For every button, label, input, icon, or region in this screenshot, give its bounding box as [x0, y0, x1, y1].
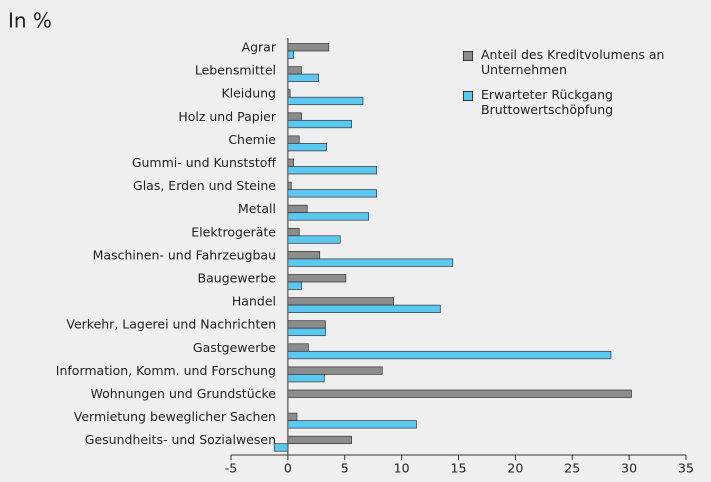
- x-tick-label: 35: [678, 461, 694, 476]
- bar: [287, 435, 352, 445]
- bar: [287, 204, 308, 214]
- bar: [287, 297, 395, 306]
- bar: [287, 227, 300, 237]
- x-tick-label: 0: [284, 461, 292, 476]
- legend-swatch: [463, 51, 473, 61]
- bar: [287, 320, 326, 329]
- bar: [287, 366, 383, 375]
- y-tick-label: Metall: [238, 201, 276, 216]
- y-tick-label: Wohnungen und Grundstücke: [90, 386, 276, 401]
- y-tick-label: Holz und Papier: [178, 109, 277, 124]
- legend-label: Erwarteter Rückgang Bruttowertschöpfung: [481, 87, 614, 117]
- bar: [287, 389, 632, 398]
- y-tick-label: Handel: [232, 294, 276, 309]
- bar: [287, 119, 352, 129]
- x-tick-label: 30: [621, 461, 637, 476]
- bar: [287, 235, 341, 244]
- x-tick-label: 10: [394, 461, 410, 476]
- y-tick-label: Gesundheits- und Sozialwesen: [85, 432, 276, 447]
- bar: [287, 212, 369, 221]
- x-tick-label: 25: [564, 461, 580, 476]
- bar: [287, 158, 294, 167]
- y-tick-label: Maschinen- und Fahrzeugbau: [93, 247, 276, 262]
- bar: [287, 96, 364, 106]
- bar: [273, 443, 289, 452]
- bar: [287, 258, 454, 267]
- bar: [287, 350, 612, 360]
- y-tick-label: Gastgewerbe: [193, 340, 276, 355]
- y-tick-label: Verkehr, Lagerei und Nachrichten: [66, 317, 276, 332]
- bar: [287, 66, 302, 75]
- bar: [287, 50, 294, 59]
- bar: [287, 166, 377, 175]
- y-tick-label: Gummi- und Kunststoff: [132, 155, 277, 170]
- bar: [287, 112, 302, 121]
- bar: [287, 374, 325, 383]
- bar: [287, 412, 298, 421]
- bar: [287, 304, 441, 313]
- bar: [287, 420, 417, 429]
- bar: [287, 189, 377, 198]
- bar: [287, 281, 302, 290]
- y-tick-label: Baugewerbe: [198, 271, 277, 286]
- bar: [287, 181, 292, 190]
- bar: [287, 135, 300, 144]
- y-tick-label: Lebensmittel: [195, 63, 276, 78]
- x-tick-label: 20: [507, 461, 523, 476]
- y-tick-label: Information, Komm. und Forschung: [56, 363, 276, 378]
- bar: [287, 143, 327, 152]
- bar: [287, 43, 330, 52]
- x-tick-label: 5: [341, 461, 349, 476]
- x-tick-label: 15: [451, 461, 467, 476]
- y-tick-label: Kleidung: [221, 86, 276, 101]
- bar: [287, 89, 291, 98]
- bar: [287, 327, 326, 337]
- y-tick-label: Agrar: [242, 40, 277, 55]
- x-tick-label: -5: [225, 461, 237, 476]
- y-tick-label: Elektrogeräte: [191, 224, 276, 239]
- legend-swatch: [463, 91, 473, 101]
- y-tick-label: Vermietung beweglicher Sachen: [74, 409, 276, 424]
- y-tick-label: Chemie: [228, 132, 276, 147]
- bar: [287, 251, 321, 260]
- bar: [287, 343, 309, 352]
- bar: [287, 73, 319, 82]
- chart-title: In %: [8, 9, 52, 33]
- bar: [287, 274, 347, 283]
- y-tick-label: Glas, Erden und Steine: [133, 178, 276, 193]
- legend-label: Anteil des Kreditvolumens an Unternehmen: [481, 47, 665, 77]
